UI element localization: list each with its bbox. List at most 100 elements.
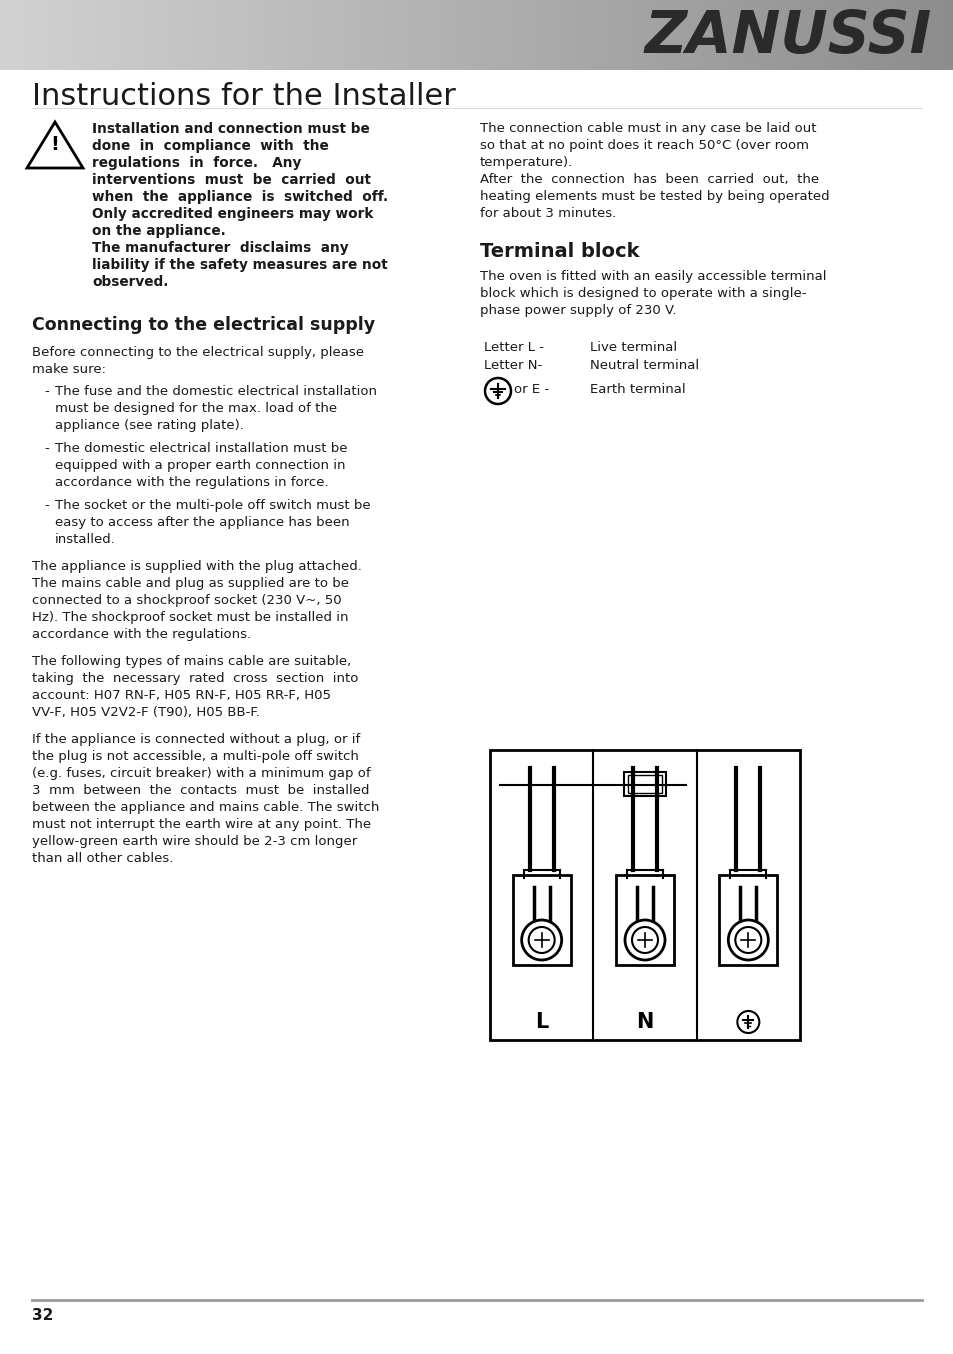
Text: 32: 32 (32, 1308, 53, 1323)
Text: temperature).: temperature). (479, 156, 573, 169)
Text: phase power supply of 230 V.: phase power supply of 230 V. (479, 305, 676, 317)
Bar (896, 0, 902, 70)
Text: Instructions for the Installer: Instructions for the Installer (32, 83, 456, 111)
Bar (376, 0, 382, 70)
Text: when  the  appliance  is  switched  off.: when the appliance is switched off. (91, 190, 388, 204)
Bar (386, 0, 392, 70)
Bar (462, 0, 468, 70)
Text: appliance (see rating plate).: appliance (see rating plate). (55, 418, 244, 432)
Bar (86, 0, 91, 70)
Bar (577, 0, 582, 70)
Bar (529, 0, 535, 70)
Bar (848, 0, 854, 70)
Text: accordance with the regulations.: accordance with the regulations. (32, 628, 251, 640)
Bar (10, 0, 15, 70)
Bar (362, 0, 368, 70)
Bar (314, 0, 320, 70)
Text: Only accredited engineers may work: Only accredited engineers may work (91, 207, 373, 221)
Bar (939, 0, 944, 70)
Bar (586, 0, 592, 70)
Bar (496, 0, 501, 70)
Text: Letter L -: Letter L - (483, 341, 543, 353)
Bar (38, 0, 44, 70)
Bar (719, 875, 777, 965)
Bar (758, 0, 763, 70)
Bar (262, 0, 268, 70)
Text: !: ! (51, 135, 59, 154)
Bar (33, 0, 39, 70)
Text: between the appliance and mains cable. The switch: between the appliance and mains cable. T… (32, 802, 379, 814)
Bar (119, 0, 125, 70)
Bar (662, 0, 668, 70)
Text: Connecting to the electrical supply: Connecting to the electrical supply (32, 315, 375, 334)
Bar (110, 0, 115, 70)
Bar (91, 0, 96, 70)
Bar (505, 0, 511, 70)
Bar (600, 0, 606, 70)
Bar (910, 0, 916, 70)
Text: ZANUSSI: ZANUSSI (644, 8, 931, 65)
Bar (476, 0, 482, 70)
Bar (172, 0, 177, 70)
Text: observed.: observed. (91, 275, 168, 288)
Bar (81, 0, 87, 70)
Bar (553, 0, 558, 70)
Bar (434, 0, 439, 70)
Bar (538, 0, 544, 70)
Bar (581, 0, 587, 70)
Bar (534, 0, 539, 70)
Bar (639, 0, 644, 70)
Bar (391, 0, 396, 70)
Bar (915, 0, 921, 70)
Text: or E -: or E - (514, 383, 549, 395)
Bar (405, 0, 411, 70)
Bar (267, 0, 273, 70)
Bar (0, 0, 6, 70)
Text: Live terminal: Live terminal (589, 341, 677, 353)
Bar (467, 0, 473, 70)
Text: connected to a shockproof socket (230 V~, 50: connected to a shockproof socket (230 V~… (32, 594, 341, 607)
Bar (481, 0, 487, 70)
Bar (891, 0, 897, 70)
Bar (257, 0, 263, 70)
Bar (319, 0, 325, 70)
Bar (5, 0, 10, 70)
Bar (596, 0, 601, 70)
Text: so that at no point does it reach 50°C (over room: so that at no point does it reach 50°C (… (479, 139, 808, 152)
Bar (648, 0, 654, 70)
Bar (605, 0, 611, 70)
Text: Letter N-: Letter N- (483, 359, 541, 372)
Bar (629, 0, 635, 70)
Bar (567, 0, 573, 70)
Bar (858, 0, 863, 70)
Text: The fuse and the domestic electrical installation: The fuse and the domestic electrical ins… (55, 385, 376, 398)
Bar (57, 0, 63, 70)
Bar (214, 0, 220, 70)
Bar (619, 0, 625, 70)
Bar (448, 0, 454, 70)
Bar (95, 0, 101, 70)
Text: installed.: installed. (55, 533, 115, 546)
Bar (720, 0, 725, 70)
Bar (796, 0, 801, 70)
Bar (152, 0, 158, 70)
Circle shape (521, 919, 561, 960)
Bar (210, 0, 215, 70)
Bar (548, 0, 554, 70)
Text: Hz). The shockproof socket must be installed in: Hz). The shockproof socket must be insta… (32, 611, 348, 624)
Text: Before connecting to the electrical supply, please: Before connecting to the electrical supp… (32, 347, 364, 359)
Bar (200, 0, 206, 70)
Bar (781, 0, 787, 70)
Text: (e.g. fuses, circuit breaker) with a minimum gap of: (e.g. fuses, circuit breaker) with a min… (32, 766, 370, 780)
Bar (334, 0, 339, 70)
Bar (512, 875, 570, 965)
Bar (71, 0, 77, 70)
Bar (424, 0, 430, 70)
Bar (419, 0, 425, 70)
Text: The socket or the multi-pole off switch must be: The socket or the multi-pole off switch … (55, 500, 370, 512)
Bar (623, 772, 665, 796)
Bar (834, 0, 840, 70)
Text: The manufacturer  disclaims  any: The manufacturer disclaims any (91, 241, 348, 255)
Text: Earth terminal: Earth terminal (589, 383, 685, 395)
Bar (157, 0, 163, 70)
